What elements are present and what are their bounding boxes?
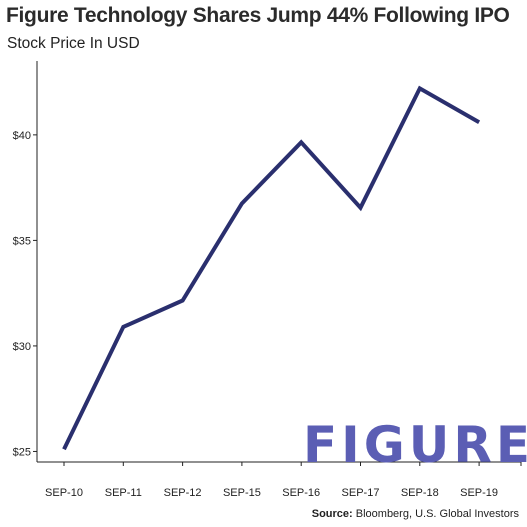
y-tick-label: $35	[13, 235, 31, 247]
x-tick-label: SEP-12	[164, 487, 202, 499]
x-tick-label: SEP-19	[460, 487, 498, 499]
x-axis-ticks: SEP-10 SEP-11 SEP-12 SEP-15 SEP-16 SEP-17 SEP-…	[45, 462, 498, 499]
y-axis-ticks: $25 $30 $35 $40	[13, 130, 37, 458]
x-tick-label: SEP-10	[45, 487, 83, 499]
series-group	[62, 85, 481, 451]
y-tick-label: $40	[13, 130, 31, 142]
source-note: Source: Bloomberg, U.S. Global Investors	[312, 508, 519, 520]
x-tick-label: SEP-16	[282, 487, 320, 499]
source-label: Source:	[311, 508, 353, 520]
chart-axes	[36, 61, 522, 466]
y-tick-label: $30	[13, 341, 31, 353]
y-tick-label: $25	[13, 446, 31, 458]
x-tick-label: SEP-15	[223, 487, 261, 499]
price-series-line	[62, 85, 481, 451]
source-text: Bloomberg, U.S. Global Investors	[352, 508, 519, 520]
chart-subtitle: Stock Price In USD	[7, 35, 140, 52]
x-tick-label: SEP-18	[401, 487, 439, 499]
figure-logo: FIGURE	[303, 416, 527, 474]
x-tick-label: SEP-11	[105, 487, 142, 499]
x-tick-label: SEP-17	[342, 487, 380, 499]
chart-title: Figure Technology Shares Jump 44% Follow…	[6, 4, 510, 27]
